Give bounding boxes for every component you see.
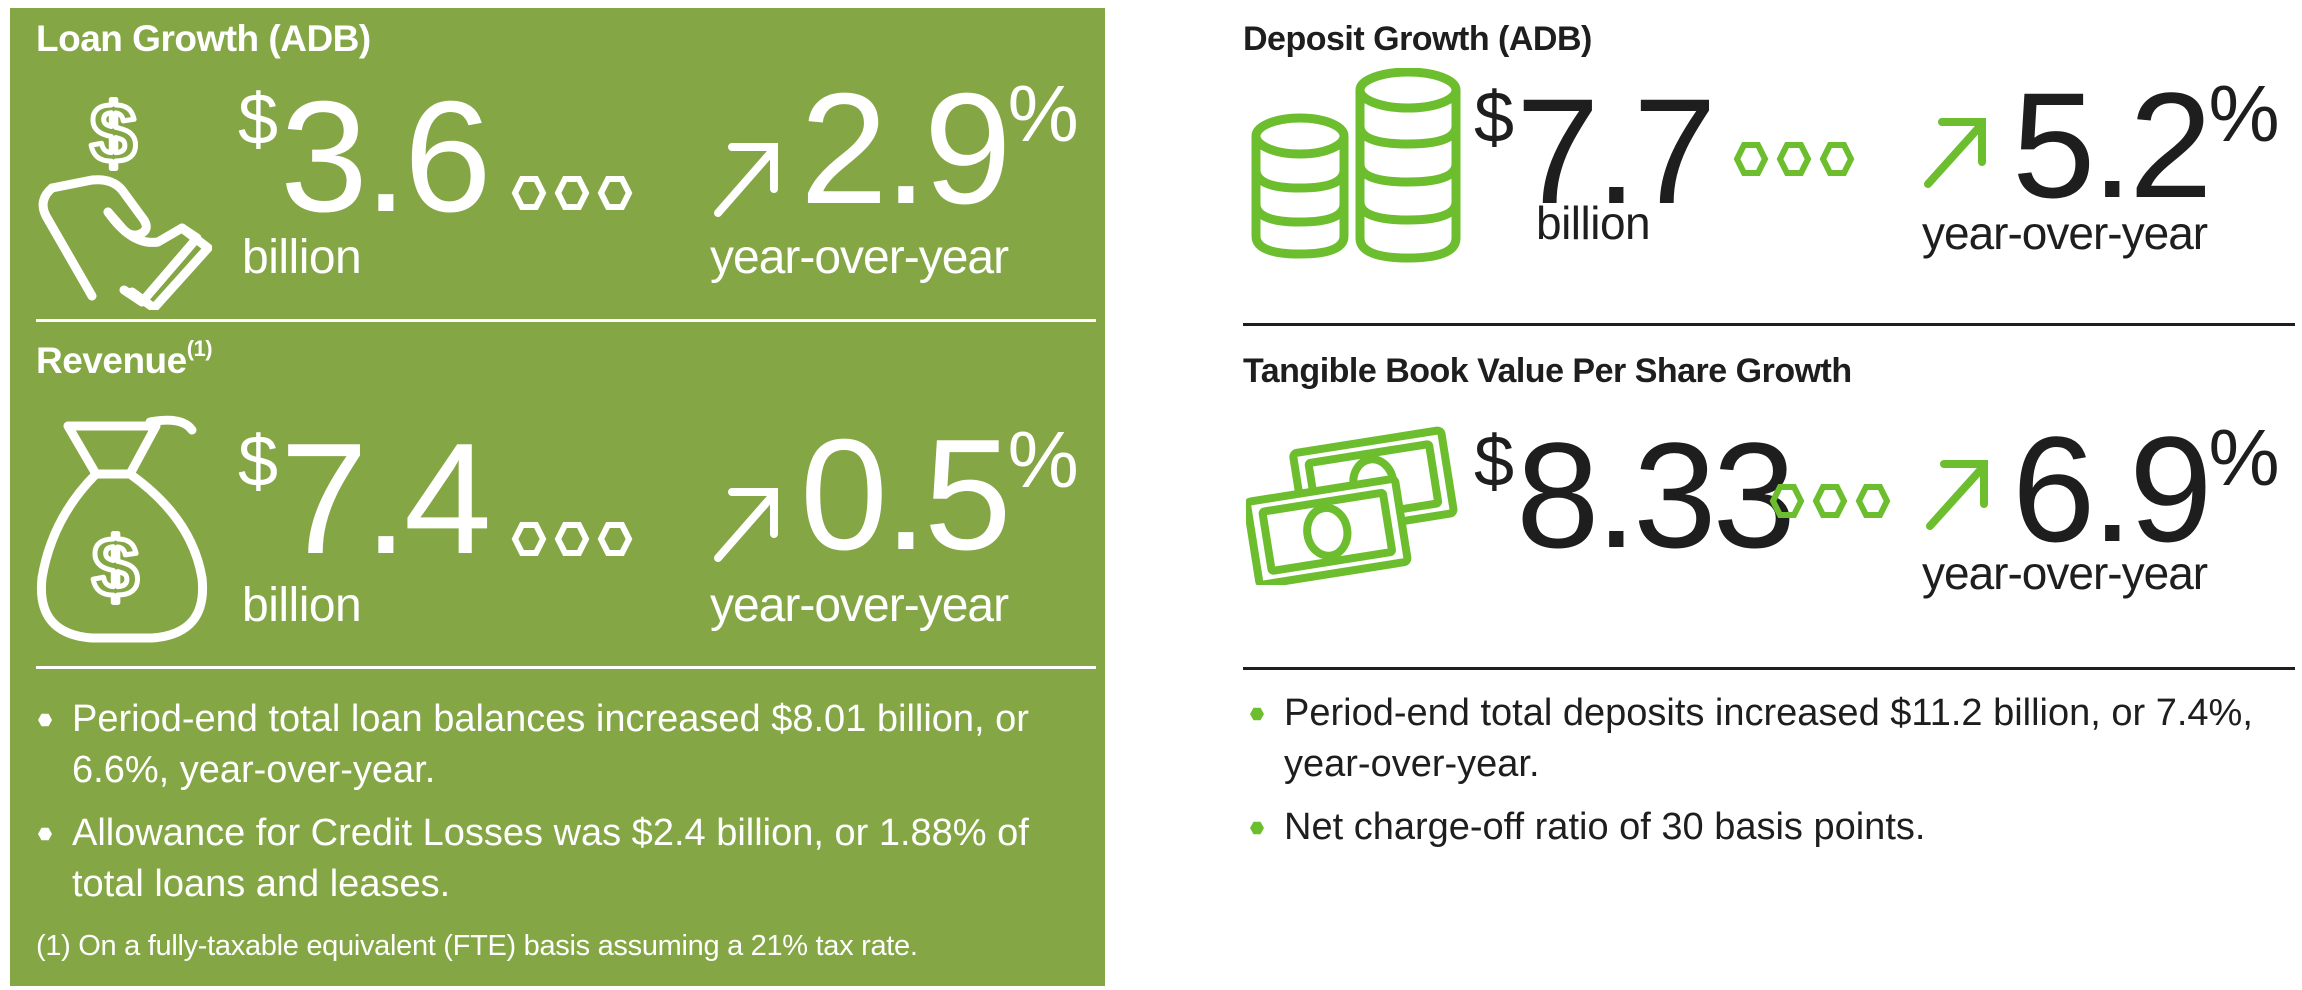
right-bullet-list: Period-end total deposits increased $11.… [1246,688,2298,865]
tbv-amount-value: 8.33 [1516,411,1796,579]
revenue-yoy: year-over-year [710,579,1009,632]
loan-unit: billion [242,231,362,284]
divider [36,319,1096,322]
revenue-amount-value: 7.4 [280,411,492,587]
revenue-footnote-ref: (1) [186,336,213,361]
hexagon-dots-icon [511,176,633,210]
left-panel: Loan Growth (ADB) $ $3.6 billion 2.9% ye… [10,8,1105,986]
up-arrow-icon [1924,118,1986,188]
list-item: Allowance for Credit Losses was $2.4 bil… [34,808,1074,910]
up-arrow-icon [1926,460,1988,530]
footnote: (1) On a fully-taxable equivalent (FTE) … [36,930,918,962]
list-item: Period-end total loan balances increased… [34,694,1074,796]
deposit-amount: $7.7 [1474,76,1717,226]
deposit-pct-value: 5.2 [2012,61,2213,229]
revenue-pct: 0.5% [800,416,1079,574]
loan-amount-value: 3.6 [280,69,492,245]
divider [36,666,1096,669]
revenue-pct-value: 0.5 [800,407,1012,583]
loan-amount: $3.6 [238,78,492,236]
tbv-amount: $8.33 [1474,420,1796,570]
revenue-unit: billion [242,579,362,632]
deposit-growth-title: Deposit Growth (ADB) [1243,20,1592,58]
loan-pct: 2.9% [800,70,1079,228]
loan-yoy: year-over-year [710,231,1009,284]
svg-text:$: $ [92,520,139,614]
tbv-currency: $ [1474,422,1515,502]
divider [1243,667,2295,670]
deposit-amount-value: 7.7 [1516,67,1717,235]
tbv-pct-sign: % [2208,413,2280,502]
revenue-amount: $7.4 [238,420,492,578]
revenue-title: Revenue(1) [36,336,213,382]
tbv-yoy: year-over-year [1922,547,2208,599]
list-item: Period-end total deposits increased $11.… [1246,688,2298,790]
deposit-unit: billion [1536,197,1651,249]
loan-pct-sign: % [1007,69,1079,158]
left-bullet-list: Period-end total loan balances increased… [34,694,1074,922]
hexagon-dots-icon [511,522,633,556]
deposit-currency: $ [1474,78,1515,158]
hexagon-dots-icon [1769,484,1891,518]
revenue-title-text: Revenue [36,340,187,381]
tbv-title: Tangible Book Value Per Share Growth [1243,352,1852,390]
deposit-yoy: year-over-year [1922,207,2208,259]
banknotes-icon [1246,426,1458,585]
up-arrow-icon [714,143,778,217]
tbv-pct-value: 6.9 [2012,405,2213,573]
loan-currency: $ [238,80,279,160]
svg-text:$: $ [90,86,137,180]
revenue-pct-sign: % [1007,415,1079,504]
revenue-currency: $ [238,422,279,502]
loan-pct-value: 2.9 [800,61,1012,237]
hexagon-dots-icon [1733,142,1855,176]
loan-growth-title: Loan Growth (ADB) [36,18,371,59]
money-bag-icon: $ [36,415,208,643]
tbv-pct: 6.9% [2012,414,2280,564]
divider [1243,323,2295,326]
deposit-pct-sign: % [2208,69,2280,158]
hand-dollar-icon: $ [38,84,212,310]
up-arrow-icon [714,488,778,562]
coin-stacks-icon [1251,68,1461,263]
list-item: Net charge-off ratio of 30 basis points. [1246,802,2298,853]
deposit-pct: 5.2% [2012,70,2280,220]
